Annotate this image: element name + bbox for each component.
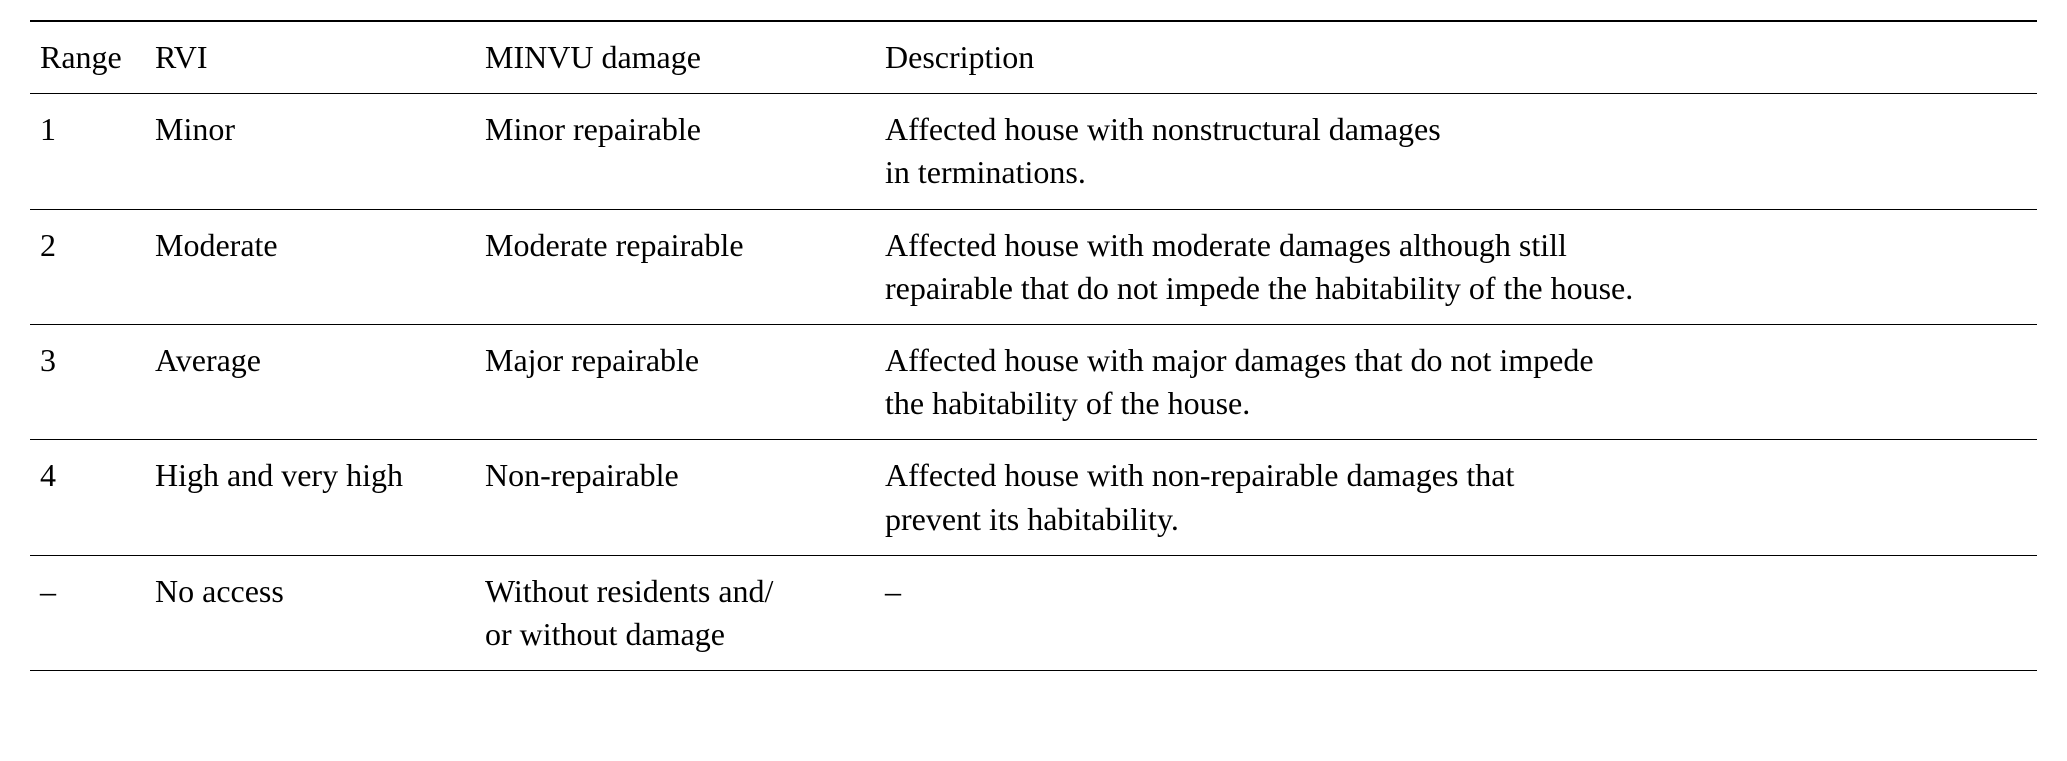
cell-description: Affected house with nonstructural damage… [875,94,2037,209]
minvu-line: Without residents and/ [485,573,773,609]
cell-range: 2 [30,209,145,324]
desc-line: repairable that do not impede the habita… [885,270,1633,306]
cell-description: Affected house with non-repairable damag… [875,440,2037,555]
desc-line: in terminations. [885,154,1086,190]
cell-minvu: Minor repairable [475,94,875,209]
header-minvu: MINVU damage [475,21,875,94]
desc-line: Affected house with nonstructural damage… [885,111,1441,147]
cell-minvu: Major repairable [475,324,875,439]
cell-range: 4 [30,440,145,555]
desc-line: Affected house with major damages that d… [885,342,1594,378]
table-row: 2 Moderate Moderate repairable Affected … [30,209,2037,324]
damage-classification-table: Range RVI MINVU damage Description 1 Min… [30,20,2037,671]
cell-rvi: Moderate [145,209,475,324]
cell-rvi: Average [145,324,475,439]
minvu-line: or without damage [485,616,725,652]
cell-rvi: High and very high [145,440,475,555]
table-row: 3 Average Major repairable Affected hous… [30,324,2037,439]
header-description: Description [875,21,2037,94]
desc-line: Affected house with moderate damages alt… [885,227,1567,263]
desc-line: the habitability of the house. [885,385,1250,421]
table-header-row: Range RVI MINVU damage Description [30,21,2037,94]
header-range: Range [30,21,145,94]
header-rvi: RVI [145,21,475,94]
cell-range: 1 [30,94,145,209]
cell-rvi: No access [145,555,475,670]
table-row: – No access Without residents and/ or wi… [30,555,2037,670]
table-row: 1 Minor Minor repairable Affected house … [30,94,2037,209]
cell-rvi: Minor [145,94,475,209]
desc-line: Affected house with non-repairable damag… [885,457,1514,493]
cell-description: – [875,555,2037,670]
cell-range: 3 [30,324,145,439]
desc-line: prevent its habitability. [885,501,1179,537]
table-row: 4 High and very high Non-repairable Affe… [30,440,2037,555]
cell-minvu: Without residents and/ or without damage [475,555,875,670]
cell-minvu: Moderate repairable [475,209,875,324]
cell-minvu: Non-repairable [475,440,875,555]
desc-line: – [885,573,901,609]
cell-description: Affected house with major damages that d… [875,324,2037,439]
cell-description: Affected house with moderate damages alt… [875,209,2037,324]
cell-range: – [30,555,145,670]
